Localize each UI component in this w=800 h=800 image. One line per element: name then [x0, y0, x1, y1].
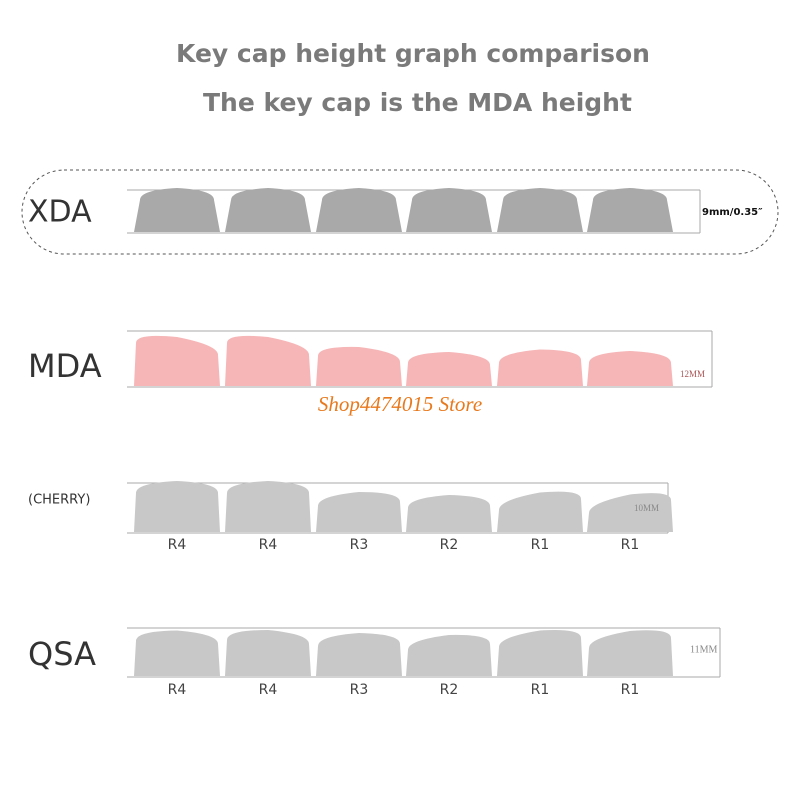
keycap	[587, 188, 673, 232]
keycap	[225, 335, 311, 386]
keycap	[587, 351, 673, 386]
keycap	[134, 630, 220, 676]
row-label: R2	[440, 682, 459, 698]
keycap	[316, 346, 402, 386]
row-label: R1	[621, 682, 640, 698]
watermark: Shop4474015 Store	[318, 392, 482, 416]
keycap	[134, 481, 220, 532]
row-label: R1	[531, 682, 550, 698]
keycap	[497, 188, 583, 232]
keycap	[406, 495, 492, 532]
keycap	[406, 634, 492, 676]
keycap	[134, 335, 220, 386]
keycap	[587, 630, 673, 676]
height-label: 10MM	[634, 503, 659, 513]
keycap	[587, 493, 673, 532]
row-label: R4	[168, 682, 187, 698]
keycap	[406, 188, 492, 232]
row-label: R3	[350, 682, 369, 698]
keycap	[406, 352, 492, 386]
subtitle: The key cap is the MDA height	[203, 88, 632, 117]
profile-name: QSA	[28, 635, 96, 673]
keycap	[225, 481, 311, 532]
keycap	[497, 491, 583, 532]
row-label: R1	[531, 537, 550, 553]
keycap	[134, 188, 220, 232]
row-label: R3	[350, 537, 369, 553]
xda-outline	[21, 169, 779, 255]
keycap	[497, 349, 583, 386]
profile-name: MDA	[28, 347, 102, 385]
profile-name: XDA	[28, 195, 92, 230]
row-label: R1	[621, 537, 640, 553]
row-label: R2	[440, 537, 459, 553]
height-label: 11MM	[690, 644, 718, 655]
keycap	[316, 633, 402, 676]
profile-name: (CHERRY)	[28, 493, 90, 508]
keycap	[225, 630, 311, 676]
keycap	[316, 492, 402, 532]
title: Key cap height graph comparison	[176, 39, 650, 68]
row-label: R4	[259, 537, 278, 553]
keycap	[497, 630, 583, 676]
height-label: 12MM	[680, 369, 705, 379]
row-label: R4	[168, 537, 187, 553]
keycap	[225, 188, 311, 232]
keycap	[316, 188, 402, 232]
row-label: R4	[259, 682, 278, 698]
height-label: 9mm/0.35″	[702, 207, 763, 218]
